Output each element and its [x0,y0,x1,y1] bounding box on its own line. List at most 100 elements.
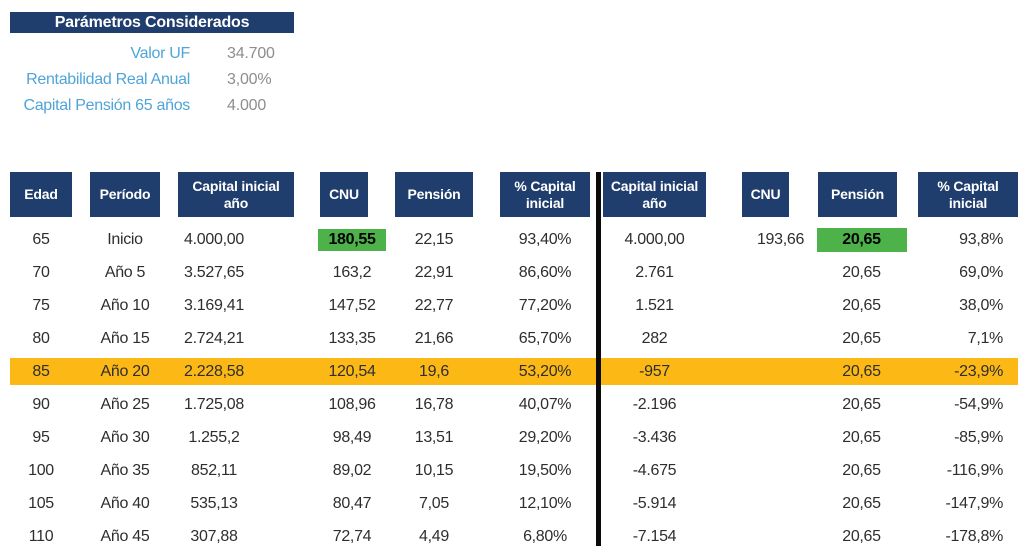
table-row: 80 Año 15 2.724,21 133,35 21,66 65,70% 282 20,6… [10,322,1018,355]
green-highlight-cell-pension-right: 20,65 [816,227,907,252]
cell-cnu: 163,2 [332,263,372,281]
cell-pension-right: 20,65 [842,362,881,380]
cell-cnu-right [742,487,789,520]
cell-pct-capital-right: -85,9% [954,428,1003,446]
cell-cnu-right [742,322,789,355]
cell-capital-inicial-right: -4.675 [632,461,677,479]
cell-capital-inicial-right: 1.521 [635,296,674,314]
cell-pension: 22,91 [414,263,454,281]
cell-cnu: 120,54 [328,362,376,380]
cell-capital-inicial-right: -957 [639,362,670,380]
table-row: 85 Año 20 2.228,58 120,54 19,6 53,20% -957 20,6… [10,358,1018,385]
cell-pct-capital-right: 93,8% [959,230,1003,248]
parameters-rows: Valor UF 34.700 Rentabilidad Real Anual … [10,41,430,119]
table-row: 105 Año 40 535,13 80,47 7,05 12,10% -5.914 20,6… [10,487,1018,520]
header-pension-right: Pensión [818,172,897,217]
cell-edad: 65 [32,230,50,248]
cell-cnu-right: 193,66 [756,230,805,248]
cell-pension-right: 20,65 [842,263,881,281]
cell-periodo: Año 15 [100,329,150,347]
cell-pension-right: 20,65 [842,329,881,347]
cell-capital-inicial: 3.169,41 [184,296,244,314]
cell-pension-right: 20,65 [816,223,907,256]
param-label: Valor UF [130,45,190,62]
cell-edad: 110 [28,527,54,545]
cell-periodo: Año 35 [100,461,150,479]
cell-pct-capital: 40,07% [518,395,572,413]
cell-pct-capital-right: -116,9% [946,461,1004,479]
cell-pension: 7,05 [419,494,449,512]
cell-capital-inicial: 307,88 [190,527,238,545]
cell-cnu: 80,47 [332,494,372,512]
param-row-valor-uf: Valor UF 34.700 [10,41,430,67]
header-pct-capital-right: % Capital inicial [918,172,1018,217]
cell-cnu: 108,96 [328,395,376,413]
cell-pct-capital-right: 38,0% [959,296,1003,314]
cell-pct-capital: 65,70% [518,329,572,347]
cell-pension: 4,49 [419,527,449,545]
header-cnu: CNU [320,172,368,217]
cell-pct-capital-right: -23,9% [954,362,1003,380]
cell-edad: 80 [32,329,50,347]
cell-pension-right: 20,65 [842,296,881,314]
cell-periodo: Año 25 [100,395,150,413]
cell-edad: 70 [32,263,50,281]
header-edad: Edad [10,172,72,217]
cell-cnu: 98,49 [332,428,372,446]
param-label: Rentabilidad Real Anual [26,71,190,88]
cell-pension: 22,77 [414,296,454,314]
cell-cnu: 89,02 [332,461,372,479]
param-value: 3,00% [227,71,272,88]
parameters-panel: Parámetros Considerados Valor UF 34.700 … [10,12,430,119]
cell-capital-inicial: 852,11 [191,461,237,479]
header-pct-capital: % Capital inicial [500,172,590,217]
cell-capital-inicial-right: -2.196 [632,395,677,413]
table-row: 110 Año 45 307,88 72,74 4,49 6,80% -7.154 20,65… [10,520,1018,553]
cell-pct-capital-right: -54,9% [954,395,1003,413]
cell-cnu-right [742,454,789,487]
cell-cnu-right [742,520,789,553]
cell-pct-capital: 12,10% [518,494,572,512]
param-label: Capital Pensión 65 años [23,97,190,114]
table-row: 90 Año 25 1.725,08 108,96 16,78 40,07% -2.196 2… [10,388,1018,421]
cell-pension: 13,51 [414,428,454,446]
table-body: 65 Inicio 4.000,00 180,55 22,15 93,40% 4.000,0… [10,223,1018,553]
cell-edad: 95 [32,428,50,446]
header-capital-inicial: Capital inicial año [178,172,294,217]
cell-pct-capital: 77,20% [518,296,572,314]
param-value: 4.000 [227,97,267,114]
parameters-title: Parámetros Considerados [10,12,294,33]
cell-pension-right: 20,65 [842,428,881,446]
cell-pension-right: 20,65 [842,527,881,545]
header-cnu-right: CNU [742,172,789,217]
cell-periodo: Año 45 [100,527,150,545]
table-row: 100 Año 35 852,11 89,02 10,15 19,50% -4.675 20,… [10,454,1018,487]
cell-capital-inicial-right: 4.000,00 [624,230,685,248]
cell-capital-inicial-right: -7.154 [632,527,677,545]
cell-cnu: 72,74 [332,527,372,545]
cell-cnu: 180,55 [318,223,386,256]
cell-pct-capital-right: 69,0% [959,263,1003,281]
cell-periodo: Año 40 [100,494,150,512]
cell-capital-inicial-right: -3.436 [632,428,677,446]
cell-pension-right: 20,65 [842,461,881,479]
cell-cnu-right [742,388,789,421]
cell-cnu: 133,35 [328,329,376,347]
cell-capital-inicial-right: -5.914 [632,494,677,512]
cell-cnu-right [742,421,789,454]
header-periodo: Período [90,172,160,217]
cell-pension: 10,15 [414,461,454,479]
cell-capital-inicial-right: 2.761 [635,263,674,281]
cell-cnu: 147,52 [328,296,376,314]
table-row: 70 Año 5 3.527,65 163,2 22,91 86,60% 2.761 20,6… [10,256,1018,289]
cell-capital-inicial-right: 282 [641,329,668,347]
cell-cnu-right [742,256,789,289]
cell-pct-capital: 19,50% [518,461,572,479]
cell-pct-capital-right: -178,8% [945,527,1004,545]
cell-pension-right: 20,65 [842,395,881,413]
cell-periodo: Año 30 [100,428,150,446]
cell-capital-inicial: 1.255,2 [188,428,240,446]
cell-pct-capital-right: 7,1% [967,329,1004,347]
cell-capital-inicial: 4.000,00 [184,230,244,248]
cell-capital-inicial: 535,13 [190,494,238,512]
